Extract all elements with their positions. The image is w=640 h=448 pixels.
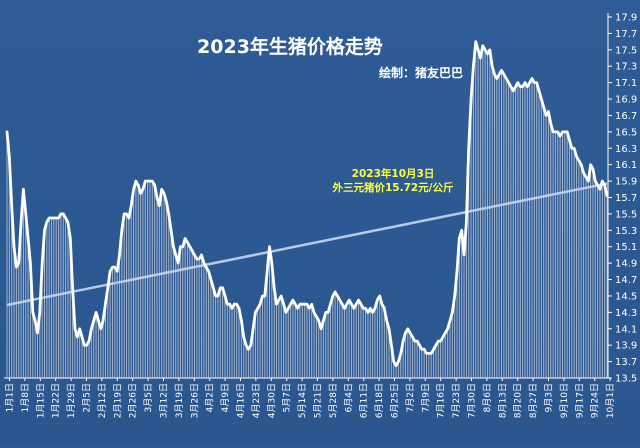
y-tick-label: 14.5 [615,291,637,302]
x-tick-label: 5月28日 [328,383,339,418]
x-tick-label: 2月12日 [97,383,108,418]
x-tick-label: 1月8日 [20,383,31,412]
y-tick-label: 15.1 [615,242,637,253]
x-tick-label: 1月15日 [35,383,46,418]
x-tick-label: 7月9日 [420,383,431,412]
value-drop-lines [6,41,608,378]
y-tick-label: 15.3 [615,226,637,237]
x-tick-label: 8月27日 [528,383,539,418]
x-tick-label: 8月13日 [497,383,508,418]
x-tick-label: 8月20日 [513,383,524,418]
y-tick-label: 13.9 [615,341,637,352]
y-tick-label: 16.7 [615,111,637,122]
y-tick-label: 16.3 [615,144,637,155]
y-axis: 13.5 13.7 13.9 14.1 14.3 14.5 14.7 14.9 15.1 15.3… [607,13,637,385]
chart-author: 绘制：猪友巴巴 [379,65,463,80]
y-tick-label: 13.7 [615,357,637,368]
x-tick-label: 9月24日 [590,383,601,418]
x-tick-label: 6月4日 [343,383,354,412]
x-tick-label: 4月23日 [251,383,262,418]
x-tick-label: 1月29日 [66,383,77,418]
y-tick-label: 17.3 [615,62,637,73]
y-tick-label: 17.7 [615,29,637,40]
x-tick-label: 5月7日 [282,383,293,412]
chart-title: 2023年生猪价格走势 [197,35,383,58]
x-tick-label: 2月5日 [82,383,93,412]
x-tick-label: 9月3日 [544,383,555,412]
y-tick-label: 16.5 [615,127,637,138]
annotation-price: 外三元猪价15.72元/公斤 [331,181,453,194]
x-tick-label: 7月23日 [451,383,462,418]
x-tick-label: 3月19日 [174,383,185,418]
y-tick-label: 16.9 [615,95,637,106]
annotation-date: 2023年10月3日 [352,167,435,180]
x-tick-label: 2月26日 [128,383,139,418]
y-tick-label: 17.9 [615,13,637,24]
x-tick-label: 6月11日 [359,383,370,418]
x-tick-label: 3月12日 [159,383,170,418]
price-line [5,40,609,368]
x-tick-label: 7月30日 [467,383,478,418]
trend-line-layer [6,182,608,307]
price-line-layer [5,40,609,368]
x-tick-label: 2月19日 [112,383,123,418]
y-tick-label: 14.1 [615,324,637,335]
x-tick-label: 8月6日 [482,383,493,412]
x-tick-label: 5月14日 [297,383,308,418]
y-tick-label: 15.9 [615,177,637,188]
x-tick-label: 7月2日 [405,383,416,412]
x-tick-label: 7月16日 [436,383,447,418]
x-tick-label: 1月22日 [51,383,62,418]
x-tick-label: 3月26日 [189,383,200,418]
trend-line [6,182,608,307]
y-tick-label: 14.9 [615,259,637,270]
x-tick-label: 4月2日 [205,383,216,412]
x-tick-label: 4月9日 [220,383,231,412]
x-tick-label: 6月25日 [390,383,401,418]
x-tick-label: 10月1日 [605,383,616,418]
x-tick-label: 4月30日 [266,383,277,418]
y-tick-label: 13.5 [615,374,637,385]
y-tick-label: 17.5 [615,45,637,56]
x-axis: 1月1日 1月8日 1月15日 1月22日 1月29日 2月5日 2月12日 2月19日 2月2… [4,377,616,418]
y-tick-label: 16.1 [615,160,637,171]
y-tick-label: 17.1 [615,78,637,89]
y-tick-label: 15.7 [615,193,637,204]
x-tick-label: 4月16日 [236,383,247,418]
x-tick-label: 9月10日 [559,383,570,418]
x-tick-label: 5月21日 [313,383,324,418]
y-tick-label: 14.7 [615,275,637,286]
x-tick-label: 1月1日 [5,383,16,412]
x-tick-label: 3月5日 [143,383,154,412]
x-tick-label: 6月18日 [374,383,385,418]
y-tick-label: 15.5 [615,209,637,220]
y-tick-label: 14.3 [615,308,637,319]
x-tick-label: 9月17日 [574,383,585,418]
